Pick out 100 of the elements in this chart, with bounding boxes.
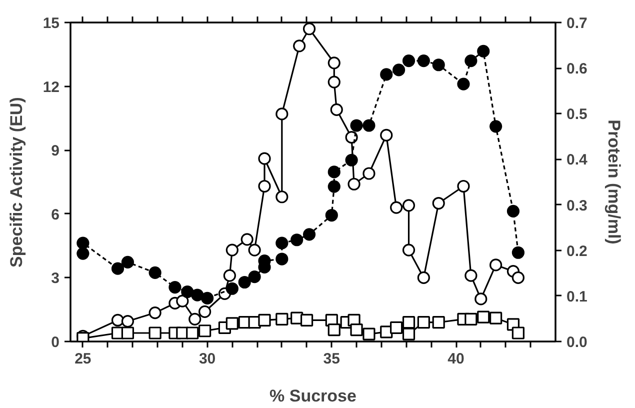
point bbox=[328, 76, 340, 88]
point bbox=[191, 288, 204, 302]
point bbox=[328, 180, 340, 193]
point bbox=[477, 310, 490, 324]
point bbox=[402, 244, 416, 256]
y2-tick-label: 0.4 bbox=[566, 152, 588, 169]
point bbox=[362, 328, 376, 340]
point bbox=[168, 280, 182, 294]
y2-tick-label: 0.6 bbox=[566, 60, 588, 78]
point bbox=[276, 190, 288, 204]
point bbox=[121, 315, 134, 328]
y-tick-label: 12 bbox=[42, 78, 60, 96]
y-axis-title: Specific Activity (EU) bbox=[6, 97, 26, 268]
point bbox=[457, 78, 470, 90]
point bbox=[148, 306, 162, 320]
y-tick-label: 9 bbox=[51, 142, 60, 160]
point bbox=[300, 314, 314, 327]
x-axis-title: % Sucrose bbox=[270, 386, 356, 406]
point bbox=[477, 44, 490, 58]
point bbox=[328, 56, 340, 70]
y-tick-label: 3 bbox=[51, 270, 60, 288]
y2-axis-title: Protein (mg/ml) bbox=[604, 120, 624, 244]
point bbox=[276, 236, 288, 250]
point bbox=[330, 103, 343, 116]
point bbox=[390, 321, 403, 334]
point bbox=[474, 292, 488, 306]
point bbox=[248, 244, 261, 256]
point bbox=[464, 54, 478, 68]
point bbox=[392, 64, 406, 76]
x-tick-label: 30 bbox=[198, 350, 216, 368]
x-tick-label: 40 bbox=[448, 350, 464, 368]
point bbox=[226, 244, 238, 256]
point bbox=[417, 316, 430, 329]
point bbox=[345, 131, 358, 144]
point bbox=[121, 326, 134, 340]
y2-tick-label: 0.1 bbox=[566, 288, 588, 306]
point bbox=[325, 208, 338, 222]
point bbox=[457, 180, 470, 193]
point bbox=[402, 316, 416, 329]
point bbox=[240, 233, 254, 246]
point bbox=[362, 119, 376, 132]
point bbox=[258, 180, 271, 193]
y2-tick-label: 0.0 bbox=[566, 334, 588, 351]
point bbox=[258, 152, 271, 165]
point bbox=[276, 108, 288, 120]
point bbox=[350, 119, 363, 132]
point bbox=[148, 266, 162, 279]
point bbox=[76, 247, 90, 260]
point bbox=[512, 326, 524, 340]
point bbox=[417, 54, 430, 68]
point bbox=[111, 314, 124, 327]
point bbox=[248, 270, 261, 284]
point bbox=[512, 246, 524, 259]
point bbox=[276, 312, 288, 326]
point bbox=[276, 252, 288, 266]
point bbox=[362, 167, 376, 180]
point bbox=[226, 317, 238, 330]
x-tick-label: 35 bbox=[323, 350, 340, 368]
y2-tick-label: 0.2 bbox=[566, 242, 588, 260]
point bbox=[345, 154, 358, 166]
point bbox=[302, 228, 316, 241]
point bbox=[432, 58, 445, 72]
y-tick-label: 6 bbox=[51, 206, 60, 224]
point bbox=[348, 178, 360, 190]
x-tick-label: 25 bbox=[74, 350, 92, 368]
point bbox=[200, 292, 214, 304]
y2-tick-label: 0.3 bbox=[566, 197, 588, 214]
point bbox=[390, 201, 403, 214]
point bbox=[238, 276, 251, 289]
point bbox=[121, 256, 134, 268]
y-tick-label: 15 bbox=[42, 15, 60, 32]
point bbox=[328, 166, 340, 178]
y-tick-label: 0 bbox=[51, 334, 60, 351]
point bbox=[198, 324, 212, 338]
point bbox=[226, 282, 238, 295]
point bbox=[181, 286, 194, 298]
point bbox=[380, 128, 393, 142]
y2-tick-label: 0.5 bbox=[566, 106, 588, 124]
point bbox=[512, 271, 524, 284]
point bbox=[402, 328, 416, 340]
point bbox=[186, 326, 199, 340]
point bbox=[432, 316, 445, 329]
point bbox=[290, 234, 304, 246]
point bbox=[350, 324, 363, 336]
point bbox=[188, 312, 202, 326]
y2-tick-label: 0.7 bbox=[566, 15, 588, 32]
point bbox=[258, 314, 271, 327]
point bbox=[490, 120, 502, 133]
point bbox=[111, 262, 124, 275]
point bbox=[464, 312, 478, 326]
point bbox=[490, 312, 502, 324]
point bbox=[432, 196, 445, 210]
point bbox=[293, 40, 306, 52]
point bbox=[302, 22, 316, 36]
point bbox=[506, 204, 520, 218]
point bbox=[148, 326, 162, 340]
point bbox=[464, 269, 478, 282]
point bbox=[76, 236, 90, 250]
point bbox=[176, 294, 189, 308]
point bbox=[417, 271, 430, 284]
